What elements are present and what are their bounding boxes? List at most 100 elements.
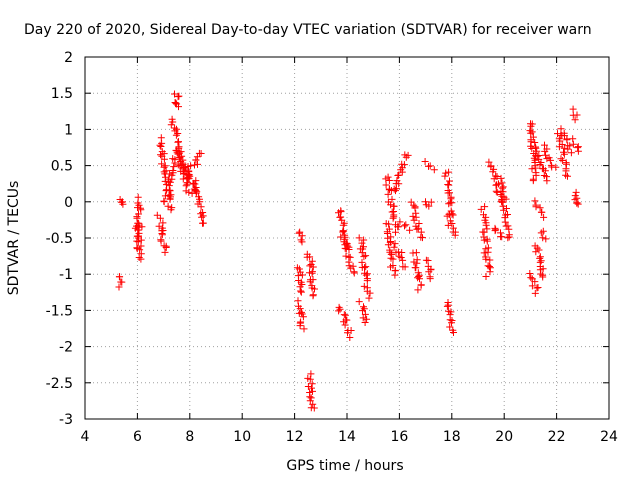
data-point <box>158 139 166 147</box>
data-point <box>443 212 451 220</box>
data-point <box>422 256 430 264</box>
x-axis-label: GPS time / hours <box>286 458 403 474</box>
data-point <box>498 233 506 241</box>
data-point <box>297 288 305 296</box>
y-tick-label: 2 <box>64 50 73 66</box>
data-point <box>409 212 417 220</box>
data-point <box>161 248 169 256</box>
data-point <box>448 220 456 227</box>
x-tick-label: 16 <box>390 429 408 445</box>
data-point <box>166 195 174 203</box>
data-point <box>187 162 195 170</box>
data-point <box>388 195 396 203</box>
data-point <box>492 226 500 234</box>
data-point <box>156 141 164 149</box>
data-point <box>295 309 303 317</box>
data-point <box>527 129 535 137</box>
data-point <box>366 289 374 297</box>
data-point <box>137 242 145 250</box>
data-point <box>451 231 459 239</box>
data-point <box>166 170 174 178</box>
data-point <box>183 180 191 188</box>
data-point <box>133 237 141 245</box>
chart-title: Day 220 of 2020, Sidereal Day-to-day VTE… <box>24 22 592 38</box>
data-point <box>360 282 368 290</box>
data-point <box>307 404 315 412</box>
data-point <box>480 249 488 257</box>
data-point <box>298 232 306 240</box>
data-point <box>489 168 497 176</box>
data-point <box>397 254 405 261</box>
data-point <box>444 301 452 309</box>
data-point <box>308 269 316 277</box>
data-point <box>446 177 453 185</box>
x-tick-label: 8 <box>185 429 194 445</box>
data-point <box>500 206 508 214</box>
data-point <box>504 222 512 230</box>
data-point <box>564 172 571 180</box>
data-point <box>174 138 182 146</box>
data-point <box>347 327 355 334</box>
data-point <box>117 278 125 286</box>
data-point <box>350 269 358 277</box>
data-point <box>486 268 494 276</box>
data-point <box>157 143 165 150</box>
data-point <box>573 111 581 119</box>
data-point <box>410 216 418 224</box>
data-point <box>384 241 392 249</box>
data-point <box>138 223 146 231</box>
data-point <box>445 200 453 208</box>
data-point <box>532 201 540 209</box>
data-point <box>387 201 395 209</box>
data-point <box>160 197 168 205</box>
data-point <box>199 219 206 227</box>
data-point <box>306 397 314 405</box>
data-point <box>447 195 455 203</box>
data-point <box>347 264 355 272</box>
data-point <box>388 208 396 216</box>
y-tick-label: -1 <box>59 267 73 283</box>
data-point <box>191 161 198 169</box>
data-point <box>533 147 541 155</box>
data-point <box>569 105 577 113</box>
data-point <box>296 305 304 313</box>
data-point <box>156 214 164 222</box>
data-point <box>536 204 544 212</box>
data-point <box>195 149 203 157</box>
data-point <box>391 271 399 279</box>
data-point <box>296 322 304 330</box>
data-point <box>399 256 407 264</box>
data-point <box>136 246 144 254</box>
y-tick-label: 1.5 <box>51 86 73 102</box>
data-point <box>532 171 540 179</box>
data-point <box>542 235 550 243</box>
data-point <box>185 188 193 196</box>
data-point <box>413 225 421 233</box>
x-tick-label: 22 <box>548 429 566 445</box>
data-point <box>503 205 510 212</box>
data-point <box>505 233 513 241</box>
data-point <box>199 212 207 220</box>
data-point <box>531 139 539 146</box>
data-point <box>340 318 348 326</box>
data-point <box>482 255 490 263</box>
data-point <box>175 103 182 111</box>
data-point <box>197 203 205 211</box>
data-point <box>539 234 547 242</box>
data-point <box>567 149 575 157</box>
data-point <box>541 141 548 149</box>
data-point <box>443 302 451 310</box>
data-point <box>498 197 505 205</box>
y-tick-label: 0 <box>64 195 73 211</box>
data-point <box>161 162 169 170</box>
data-point <box>308 380 316 388</box>
x-tick-label: 18 <box>443 429 461 445</box>
data-point <box>157 151 164 159</box>
data-point <box>410 258 418 266</box>
data-point <box>484 248 492 256</box>
data-point <box>542 151 549 159</box>
data-point <box>199 209 207 216</box>
data-point <box>557 155 565 163</box>
data-point <box>498 198 506 206</box>
data-point <box>425 268 433 276</box>
